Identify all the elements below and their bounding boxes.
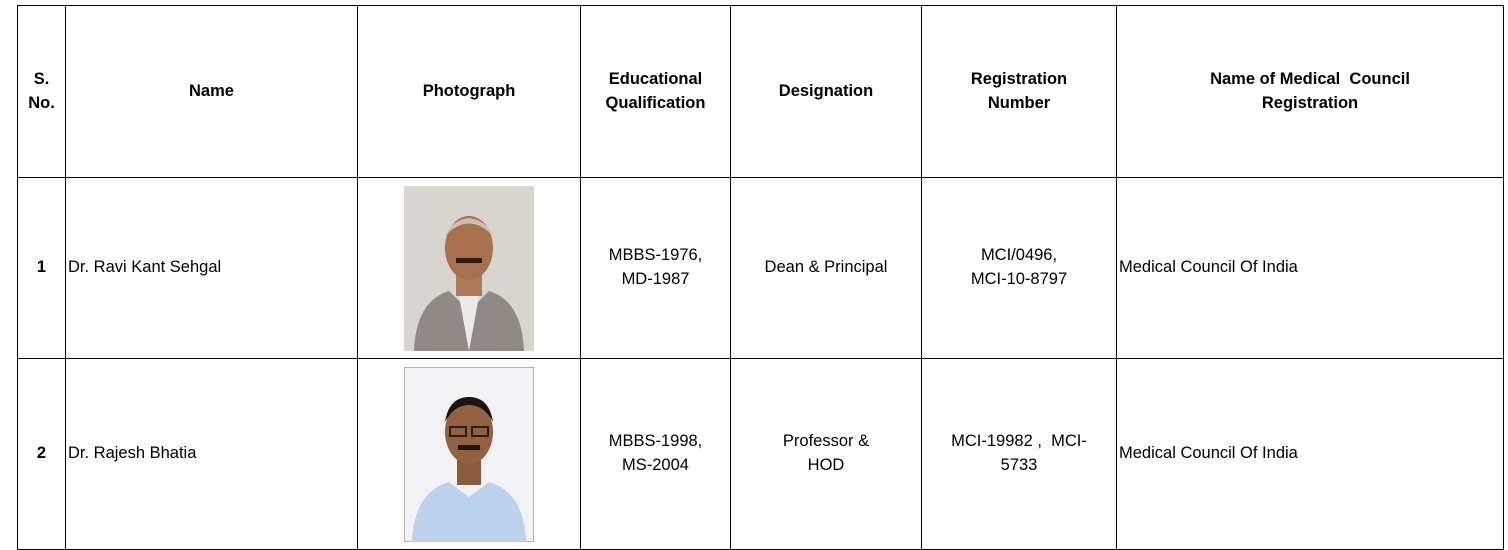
cell: MCI-19982 , MCI- 5733 <box>921 358 1117 550</box>
header-cell: Name of Medical Council Registration <box>1116 5 1504 178</box>
cell: Medical Council Of India <box>1116 177 1504 359</box>
cell: 2 <box>17 358 66 550</box>
header-cell: Name <box>65 5 358 178</box>
data-row: 1 Dr. Ravi Kant Sehgal MBBS-1976, MD-1987 D… <box>17 177 1504 359</box>
data-row: 2 Dr. Rajesh Bhatia MBBS-1998, MS-2004 Prof… <box>17 358 1504 550</box>
header-cell: Registration Number <box>921 5 1117 178</box>
cell: MCI/0496, MCI-10-8797 <box>921 177 1117 359</box>
header-cell: Photograph <box>357 5 581 178</box>
cell: Dr. Rajesh Bhatia <box>65 358 358 550</box>
cell: Dr. Ravi Kant Sehgal <box>65 177 358 359</box>
cell: MBBS-1976, MD-1987 <box>580 177 731 359</box>
cell: Dean & Principal <box>730 177 922 359</box>
cell: Professor & HOD <box>730 358 922 550</box>
cell: Medical Council Of India <box>1116 358 1504 550</box>
cell: 1 <box>17 177 66 359</box>
cell: MBBS-1998, MS-2004 <box>580 358 731 550</box>
header-cell: S. No. <box>17 5 66 178</box>
header-cell: Educational Qualification <box>580 5 731 178</box>
header-row: S. No. Name Photograph Educational Qualific… <box>17 5 1504 178</box>
faculty-table: S. No. Name Photograph Educational Qualific… <box>17 5 1504 550</box>
photo-cell <box>357 177 581 359</box>
photo <box>404 366 534 542</box>
photo-cell <box>357 358 581 550</box>
photo <box>404 185 534 351</box>
page: S. No. Name Photograph Educational Qualific… <box>17 5 1504 550</box>
header-cell: Designation <box>730 5 922 178</box>
